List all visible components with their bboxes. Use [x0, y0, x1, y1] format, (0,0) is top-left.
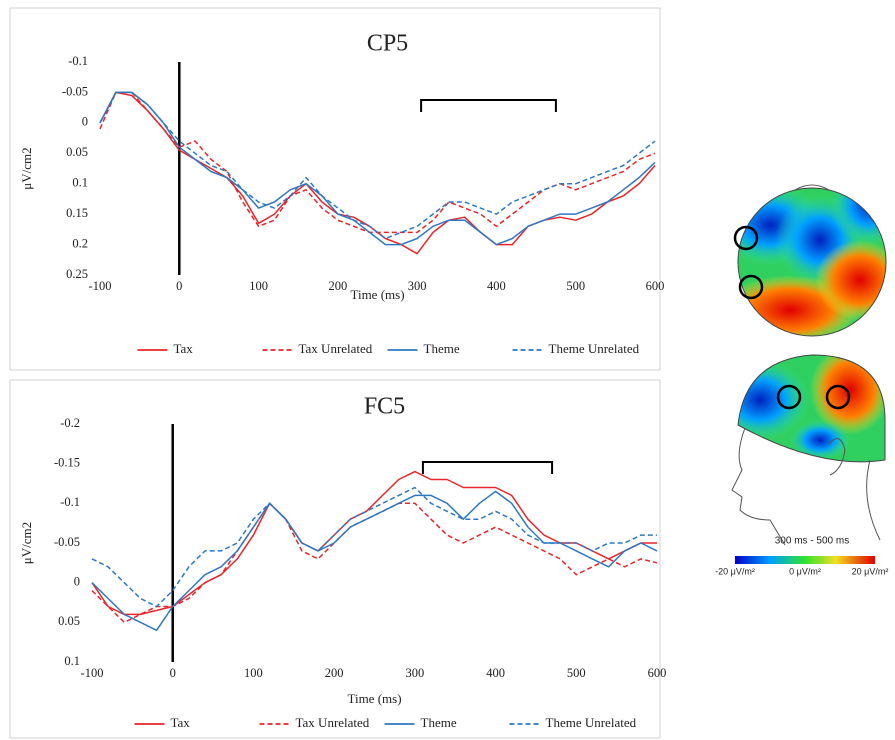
- legend-label: Tax Unrelated: [296, 715, 370, 730]
- y-tick-label: -0.2: [60, 416, 80, 430]
- y-tick-label: 0.2: [72, 236, 88, 250]
- series-line: [99, 91, 656, 255]
- y-tick-label: -0.15: [54, 456, 80, 470]
- series-line: [99, 91, 656, 234]
- y-tick-label: 0: [82, 115, 88, 129]
- x-tick-label: 500: [567, 666, 586, 680]
- y-tick-label: 0.05: [58, 614, 80, 628]
- legend-label: Theme Unrelated: [546, 715, 637, 730]
- legend-label: Theme: [424, 341, 460, 356]
- y-tick-label: -0.1: [68, 54, 88, 68]
- x-tick-label: 300: [408, 279, 427, 293]
- x-tick-label: 600: [648, 666, 667, 680]
- colorbar-label: 20 μV/m²: [852, 566, 889, 576]
- series-line: [91, 486, 657, 608]
- series-line: [91, 490, 658, 632]
- x-tick-label: 600: [646, 279, 665, 293]
- colorbar: [735, 556, 875, 564]
- legend-label: Tax Unrelated: [299, 341, 373, 356]
- window-bracket: [420, 99, 557, 112]
- x-tick-label: 400: [487, 279, 506, 293]
- colorbar-label: 0 μV/m²: [789, 566, 821, 576]
- series-line: [99, 91, 656, 240]
- y-tick-label: 0.1: [72, 176, 88, 190]
- legend-label: Theme Unrelated: [549, 341, 640, 356]
- x-axis-label: Time (ms): [350, 287, 404, 302]
- y-axis-label: μV/cm2: [19, 147, 34, 189]
- series-line: [91, 502, 658, 624]
- legend-label: Tax: [171, 715, 191, 730]
- x-tick-label: 0: [176, 279, 182, 293]
- topomap-side: [731, 354, 886, 546]
- y-tick-label: -0.05: [62, 84, 88, 98]
- legend-label: Theme: [421, 715, 457, 730]
- y-tick-label: 0: [74, 575, 80, 589]
- x-tick-label: -100: [81, 666, 104, 680]
- x-axis-label: Time (ms): [347, 691, 401, 706]
- x-tick-label: 300: [405, 666, 424, 680]
- y-tick-label: -0.1: [60, 495, 80, 509]
- y-tick-label: 0.05: [66, 145, 88, 159]
- legend-label: Tax: [174, 341, 194, 356]
- x-tick-label: 0: [170, 666, 176, 680]
- x-tick-label: 200: [328, 279, 347, 293]
- y-tick-label: -0.05: [54, 535, 80, 549]
- x-tick-label: -100: [89, 279, 112, 293]
- topomap-top: [733, 184, 887, 337]
- colorbar-label: -20 μV/m²: [715, 566, 755, 576]
- series-line: [91, 470, 657, 616]
- panel-frame: [9, 7, 661, 371]
- y-tick-label: 0.15: [66, 206, 88, 220]
- x-tick-label: 100: [244, 666, 263, 680]
- panel-frame: [9, 379, 661, 739]
- x-tick-label: 500: [566, 279, 585, 293]
- y-tick-label: 0.1: [64, 654, 80, 668]
- chart-title: CP5: [367, 31, 408, 57]
- x-tick-label: 400: [486, 666, 505, 680]
- series-line: [99, 91, 656, 246]
- window-bracket: [421, 461, 554, 474]
- x-tick-label: 100: [249, 279, 268, 293]
- x-tick-label: 200: [325, 666, 344, 680]
- y-tick-label: 0.25: [66, 267, 88, 281]
- window-label: 300 ms - 500 ms: [775, 536, 849, 547]
- y-axis-label: μV/cm2: [19, 522, 34, 564]
- chart-title: FC5: [364, 394, 405, 420]
